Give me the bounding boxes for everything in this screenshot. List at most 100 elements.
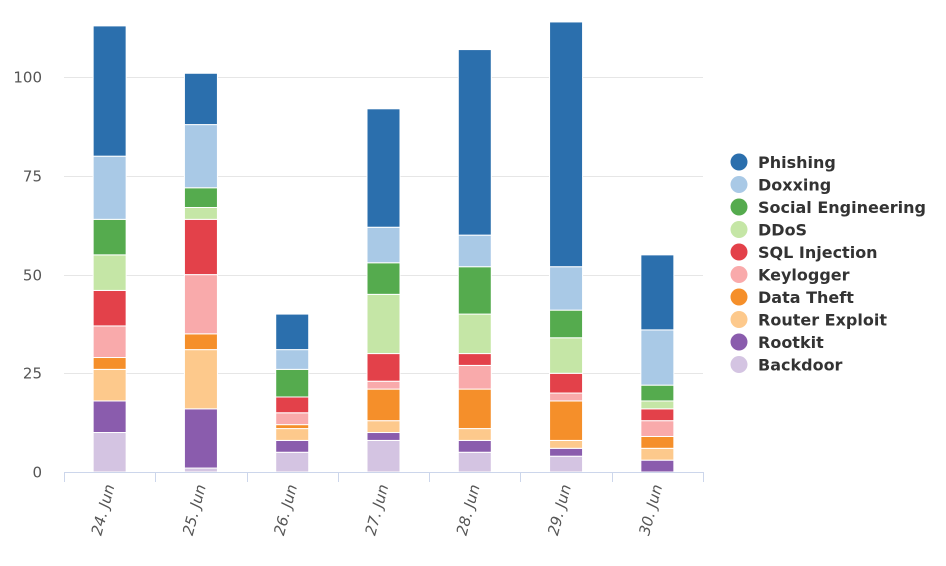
y-axis-ticks: 0 25 50 75 100 [13, 69, 42, 482]
legend-item-data-theft[interactable]: Data Theft [730, 288, 855, 307]
bar-segment-data-theft[interactable] [275, 424, 310, 430]
bar-segment-rootkit[interactable] [92, 400, 127, 434]
bar-segment-social-engineering[interactable] [92, 218, 127, 256]
bar-segment-rootkit[interactable] [183, 408, 218, 469]
bar-segment-data-theft[interactable] [549, 400, 584, 441]
legend-item-phishing[interactable]: Phishing [730, 153, 836, 172]
bar-segment-doxxing[interactable] [549, 266, 584, 311]
legend-label: Router Exploit [758, 311, 887, 330]
legend-item-backdoor[interactable]: Backdoor [730, 356, 843, 375]
bar-segment-data-theft[interactable] [640, 435, 675, 449]
legend-swatch [730, 333, 748, 351]
bar-segment-router-exploit[interactable] [92, 368, 127, 402]
bar-segment-keylogger[interactable] [366, 380, 401, 390]
bar-segment-social-engineering[interactable] [549, 309, 584, 339]
bar-segment-phishing[interactable] [640, 254, 675, 331]
bar-segment-router-exploit[interactable] [640, 447, 675, 461]
bar-segment-rootkit[interactable] [275, 439, 310, 453]
bar-segment-backdoor[interactable] [457, 451, 492, 473]
bar-segment-ddos[interactable] [92, 254, 127, 291]
bar-segment-router-exploit[interactable] [549, 439, 584, 449]
bar-segment-social-engineering[interactable] [183, 187, 218, 208]
bar-stack [183, 72, 218, 473]
bar-segment-ddos[interactable] [640, 400, 675, 410]
bar-segment-backdoor[interactable] [92, 432, 127, 473]
bar-segment-phishing[interactable] [366, 108, 401, 228]
bar-segment-keylogger[interactable] [549, 392, 584, 402]
bar-segment-phishing[interactable] [92, 25, 127, 157]
bar-segment-rootkit[interactable] [640, 459, 675, 473]
bar-segment-keylogger[interactable] [92, 325, 127, 359]
bar-segment-rootkit[interactable] [457, 439, 492, 453]
bar-segment-ddos[interactable] [183, 206, 218, 220]
bar-segment-sql-injection[interactable] [92, 289, 127, 327]
legend-swatch [730, 266, 748, 283]
x-axis-labels: 24. Jun 25. Jun 26. Jun 27. Jun 28. Jun 29. J… [88, 482, 667, 537]
bar-segment-data-theft[interactable] [183, 333, 218, 351]
bar-segment-keylogger[interactable] [183, 274, 218, 335]
y-tick-label: 0 [32, 464, 42, 482]
bar-segment-social-engineering[interactable] [457, 266, 492, 315]
bar-segment-data-theft[interactable] [457, 388, 492, 430]
bar-segment-sql-injection[interactable] [275, 396, 310, 414]
bar-segment-sql-injection[interactable] [366, 353, 401, 382]
bar-segment-router-exploit[interactable] [366, 420, 401, 434]
bar-segment-doxxing[interactable] [183, 124, 218, 189]
legend-swatch [730, 153, 748, 171]
bar-segment-phishing[interactable] [457, 49, 492, 236]
legend-label: Data Theft [758, 288, 854, 307]
legend-item-router-exploit[interactable]: Router Exploit [730, 311, 888, 330]
bar-segment-backdoor[interactable] [549, 455, 584, 473]
legend-item-sql-injection[interactable]: SQL Injection [730, 243, 878, 262]
x-tick-label: 27. Jun [362, 482, 393, 537]
bar-segment-phishing[interactable] [183, 72, 218, 126]
legend-swatch [730, 198, 748, 216]
y-tick-label: 50 [23, 267, 42, 285]
bar-segment-rootkit[interactable] [549, 447, 584, 457]
bar-segment-sql-injection[interactable] [457, 353, 492, 366]
bar-segment-social-engineering[interactable] [640, 384, 675, 402]
bar-segment-doxxing[interactable] [457, 234, 492, 268]
bar-segment-social-engineering[interactable] [275, 368, 310, 398]
legend-swatch [730, 288, 748, 306]
legend-item-rootkit[interactable]: Rootkit [730, 333, 825, 352]
legend-swatch [730, 356, 748, 373]
x-tick-label: 25. Jun [179, 482, 210, 537]
bar-segment-rootkit[interactable] [366, 432, 401, 441]
bar-segment-social-engineering[interactable] [366, 262, 401, 295]
legend-label: Backdoor [758, 356, 843, 375]
legend-swatch [730, 243, 748, 261]
bar-segment-doxxing[interactable] [640, 329, 675, 386]
bar-segment-backdoor[interactable] [366, 439, 401, 473]
legend-item-ddos[interactable]: DDoS [730, 221, 808, 240]
bar-segment-sql-injection[interactable] [549, 372, 584, 394]
bar-segment-router-exploit[interactable] [457, 428, 492, 441]
bar-segment-sql-injection[interactable] [640, 408, 675, 422]
bar-segment-phishing[interactable] [549, 21, 584, 268]
bar-segment-data-theft[interactable] [92, 357, 127, 370]
bar-segment-ddos[interactable] [366, 293, 401, 355]
bar-stack [275, 313, 310, 473]
legend-item-doxxing[interactable]: Doxxing [730, 176, 832, 195]
legend: Phishing Doxxing Social Engineering DDoS SQL… [730, 153, 926, 375]
bar-segment-backdoor[interactable] [183, 467, 218, 473]
bar-segment-keylogger[interactable] [275, 412, 310, 426]
bar-segment-keylogger[interactable] [457, 364, 492, 390]
bar-segment-ddos[interactable] [457, 313, 492, 355]
bar-segment-data-theft[interactable] [366, 388, 401, 422]
bar-segment-doxxing[interactable] [275, 349, 310, 370]
bar-segment-backdoor[interactable] [275, 451, 310, 473]
y-tick-label: 75 [23, 168, 42, 186]
bar-segment-phishing[interactable] [275, 313, 310, 351]
bar-segment-router-exploit[interactable] [275, 428, 310, 441]
bar-segment-doxxing[interactable] [92, 155, 127, 220]
legend-item-social-engineering[interactable]: Social Engineering [730, 198, 926, 217]
bar-segment-keylogger[interactable] [640, 420, 675, 437]
bar-segment-ddos[interactable] [549, 337, 584, 374]
bar-segment-doxxing[interactable] [366, 226, 401, 264]
bar-segment-sql-injection[interactable] [183, 218, 218, 276]
legend-label: Rootkit [758, 333, 824, 352]
bar-segment-router-exploit[interactable] [183, 349, 218, 410]
legend-item-keylogger[interactable]: Keylogger [730, 266, 850, 285]
